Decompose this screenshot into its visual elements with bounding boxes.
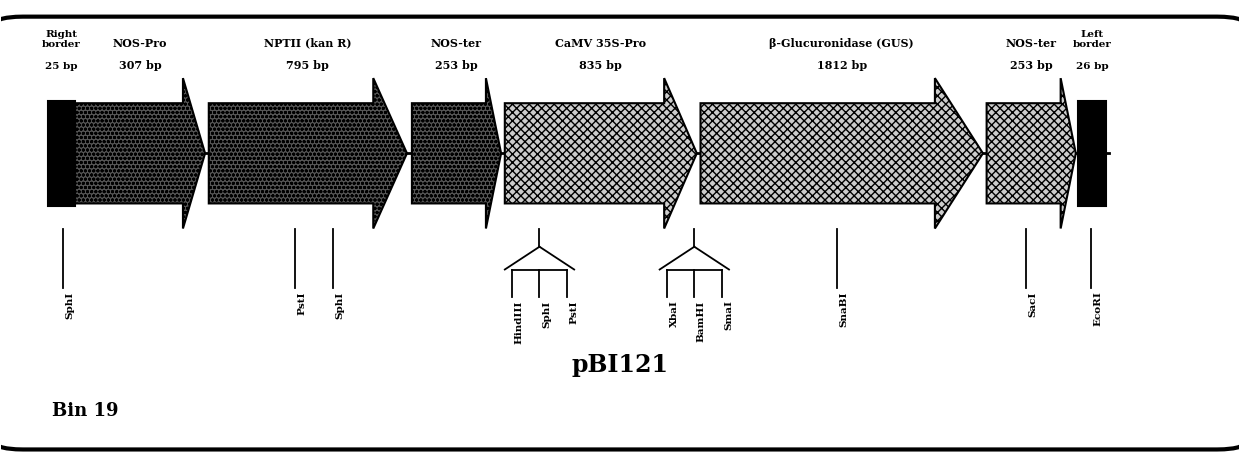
Text: Right
border: Right border <box>42 30 81 48</box>
Text: 835 bp: 835 bp <box>579 60 622 71</box>
Bar <box>1079 101 1106 206</box>
Text: 253 bp: 253 bp <box>435 60 477 71</box>
Text: 26 bp: 26 bp <box>1075 62 1109 71</box>
Bar <box>48 101 74 206</box>
Polygon shape <box>412 78 501 228</box>
Polygon shape <box>701 78 983 228</box>
Text: Left
border: Left border <box>1073 30 1111 48</box>
Text: SphI: SphI <box>335 292 345 319</box>
Text: NOS-ter: NOS-ter <box>432 37 482 48</box>
Text: SacI: SacI <box>1029 292 1038 317</box>
Polygon shape <box>208 78 407 228</box>
Polygon shape <box>74 78 205 228</box>
Text: HindIII: HindIII <box>515 301 523 344</box>
Text: Bin 19: Bin 19 <box>52 402 118 420</box>
Text: NOS-ter: NOS-ter <box>1006 37 1056 48</box>
Text: 253 bp: 253 bp <box>1009 60 1053 71</box>
Polygon shape <box>987 78 1076 228</box>
Text: PstI: PstI <box>298 292 308 315</box>
Text: SmaI: SmaI <box>724 301 733 330</box>
Text: 25 bp: 25 bp <box>45 62 78 71</box>
Text: CaMV 35S-Pro: CaMV 35S-Pro <box>556 37 646 48</box>
Text: SnaBI: SnaBI <box>839 292 848 327</box>
Text: BamHI: BamHI <box>697 301 706 342</box>
Text: β-Glucuronidase (GUS): β-Glucuronidase (GUS) <box>769 37 914 48</box>
Text: XbaI: XbaI <box>670 301 678 327</box>
Text: pBI121: pBI121 <box>572 353 668 377</box>
Text: 795 bp: 795 bp <box>286 60 330 71</box>
Text: PstI: PstI <box>569 301 578 324</box>
Text: NOS-Pro: NOS-Pro <box>113 37 167 48</box>
Text: EcoRI: EcoRI <box>1094 292 1102 326</box>
Text: 307 bp: 307 bp <box>119 60 161 71</box>
Text: SphI: SphI <box>542 301 551 328</box>
FancyBboxPatch shape <box>0 16 1240 450</box>
Text: SphI: SphI <box>66 292 74 319</box>
Polygon shape <box>505 78 697 228</box>
Text: NPTII (kan R): NPTII (kan R) <box>264 37 352 48</box>
Text: 1812 bp: 1812 bp <box>817 60 867 71</box>
